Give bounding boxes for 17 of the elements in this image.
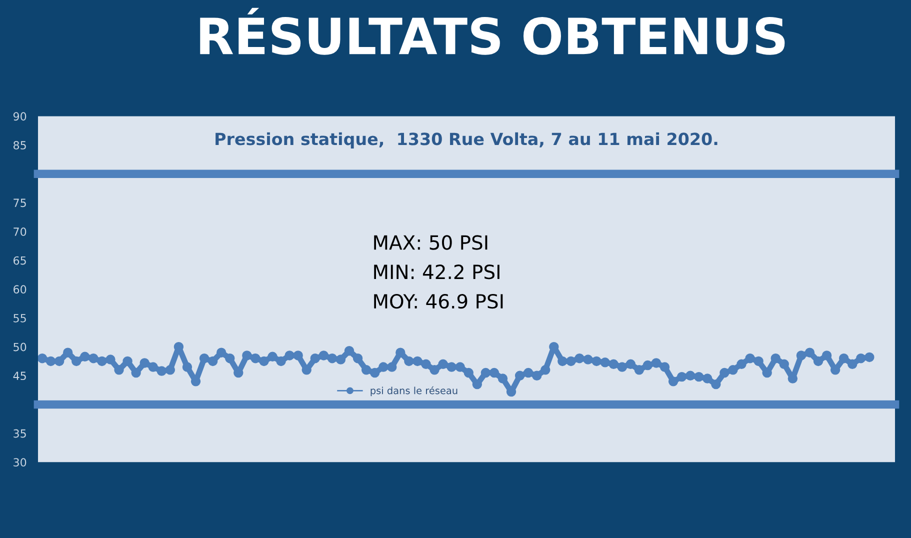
text: Pression statique, 1330 Rue Volta, 7 au 11 mai 2020. — [216, 132, 718, 148]
y-tick-label: 30 — [14, 458, 26, 467]
y-tick-label: 60 — [14, 285, 26, 294]
y-tick-label: 65 — [14, 256, 26, 265]
y-tick-label: 85 — [14, 141, 26, 150]
y-tick-label: 90 — [13, 112, 26, 121]
chart-title: RÉSULTATS OBTENUS — [200, 8, 785, 55]
y-tick-label: 55 — [14, 314, 26, 322]
legend-label: psi dans le réseau — [370, 386, 458, 396]
annotation: MIN: 42.2 PSI — [374, 264, 500, 280]
y-tick-label: 35 — [14, 429, 26, 438]
y-tick-label: 45 — [13, 372, 26, 380]
y-tick-label: 75 — [14, 198, 26, 208]
y-tick-label: 70 — [14, 227, 26, 236]
y-tick-label: 50 — [14, 342, 26, 352]
annotation: MAX: 50 PSI — [374, 235, 488, 250]
annotation: MOY: 46.9 PSI — [374, 294, 503, 309]
